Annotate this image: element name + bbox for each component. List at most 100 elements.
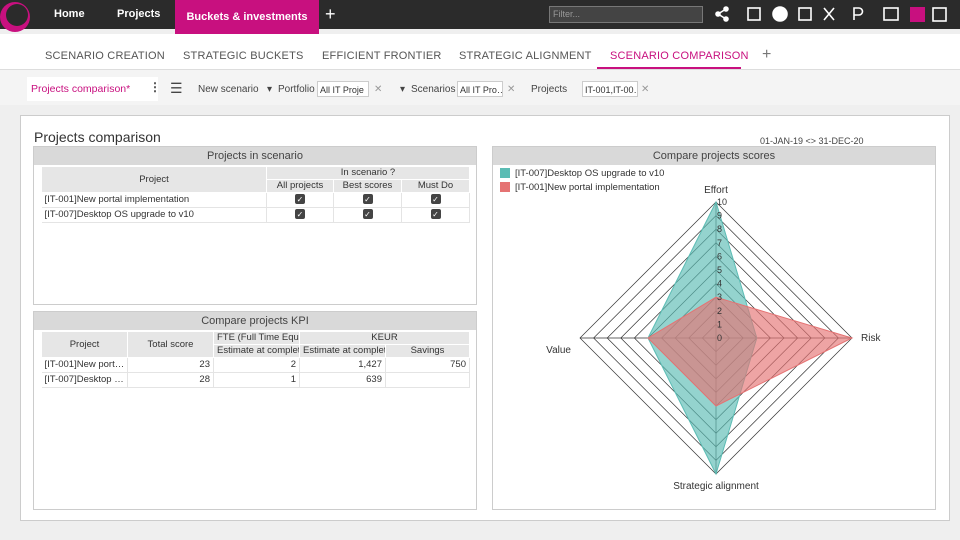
checkbox: ✓ [362, 194, 373, 205]
check-cell: ✓ [266, 192, 334, 208]
value-cell [385, 372, 470, 388]
sub-tab[interactable]: STRATEGIC BUCKETS [183, 50, 304, 62]
logo-center [6, 4, 28, 26]
value-cell: 23 [127, 357, 214, 373]
column-header: Estimate at complet [299, 344, 386, 358]
dropdown-arrow[interactable]: ▾ [400, 84, 406, 95]
tick-label: 3 [717, 292, 722, 302]
settings-icon[interactable]: ☰ [170, 80, 183, 96]
column-header: All projects [266, 179, 334, 193]
share-icon[interactable] [715, 6, 729, 22]
logo[interactable] [0, 0, 36, 36]
project-cell: [IT-001]New port… [41, 357, 128, 373]
value-cell: 1,427 [299, 357, 386, 373]
dollar-icon[interactable] [772, 6, 788, 22]
column-header: Estimate at complet [213, 344, 300, 358]
table-row: [IT-001]New portal implementation ✓ ✓ ✓ [41, 192, 470, 208]
tick-label: 0 [717, 333, 722, 343]
portfolio-select[interactable]: All IT Proje [317, 81, 369, 97]
add-sub-tab[interactable]: + [762, 46, 772, 63]
panel-header: Compare projects scores [493, 147, 935, 165]
more-menu[interactable]: ⋮ [149, 80, 161, 94]
calendar-icon[interactable] [747, 7, 761, 21]
value-cell: 750 [385, 357, 470, 373]
checkbox: ✓ [362, 209, 373, 220]
panel-header: Projects in scenario [34, 147, 476, 165]
sub-tab[interactable]: STRATEGIC ALIGNMENT [459, 50, 592, 62]
tick-label: 9 [717, 211, 722, 221]
p-icon[interactable] [853, 7, 864, 20]
legend-swatch [500, 182, 510, 192]
value-cell: 28 [127, 372, 214, 388]
column-header: Savings [385, 344, 470, 358]
clear-button[interactable]: ✕ [641, 84, 650, 95]
add-tab[interactable]: + [325, 4, 336, 24]
filter-input[interactable]: Filter... [549, 6, 703, 23]
pdf-icon[interactable] [883, 7, 899, 21]
check-cell: ✓ [401, 192, 470, 208]
series-area [647, 296, 854, 407]
clear-button[interactable]: ✕ [507, 84, 516, 95]
projects-select[interactable]: IT-001,IT-00… [582, 81, 638, 97]
tick-label: 8 [717, 224, 722, 234]
checkbox: ✓ [295, 194, 305, 205]
legend-swatch [500, 168, 510, 178]
column-header: Must Do [401, 179, 470, 193]
axis-label: Value [546, 345, 571, 356]
save-icon[interactable] [932, 7, 947, 22]
dropdown-arrow[interactable]: ▾ [267, 84, 273, 95]
kpi-panel: Compare projects KPI Project Total score F… [33, 311, 477, 510]
nav-tab-label: Buckets & investments [186, 11, 308, 23]
column-header: Best scores [333, 179, 402, 193]
check-cell: ✓ [401, 207, 470, 223]
column-header: Project [41, 166, 267, 193]
sub-tab[interactable]: SCENARIO CREATION [45, 50, 165, 62]
calendar-icon[interactable] [798, 7, 812, 21]
portfolio-label: Portfolio [278, 84, 315, 95]
sub-tab[interactable]: EFFICIENT FRONTIER [322, 50, 442, 62]
tick-label: 2 [717, 306, 722, 316]
tick-label: 5 [717, 265, 722, 275]
radar-chart: Effort Risk Strategic alignment Value [IT-00… [500, 168, 881, 492]
new-scenario[interactable]: New scenario [198, 84, 259, 95]
scenarios-select[interactable]: All IT Pro… [457, 81, 503, 97]
legend-label: [IT-007]Desktop OS upgrade to v10 [515, 168, 664, 179]
scenario-table: Project In scenario ? All projects Best sc… [41, 166, 470, 223]
tick-label: 7 [717, 238, 722, 248]
axis-label: Effort [704, 185, 728, 196]
legend-label: [IT-001]New portal implementation [515, 182, 660, 193]
group-header: FTE (Full Time Equiv [213, 331, 300, 345]
tick-label: 6 [717, 251, 722, 261]
clear-button[interactable]: ✕ [374, 84, 383, 95]
sub-tab-active[interactable]: SCENARIO COMPARISON [610, 50, 749, 62]
table-row: [IT-007]Desktop OS upgrade to v10 ✓ ✓ ✓ [41, 207, 470, 223]
sub-nav [0, 34, 960, 70]
page-title: Projects comparison [34, 129, 161, 145]
panel-header: Compare projects KPI [34, 312, 476, 330]
project-cell: [IT-001]New portal implementation [41, 192, 267, 208]
kpi-table: Project Total score FTE (Full Time Equiv KE… [41, 331, 470, 388]
check-cell: ✓ [333, 207, 402, 223]
check-cell: ✓ [333, 192, 402, 208]
view-tab-label: Projects comparison* [31, 83, 131, 95]
column-header: Project [41, 331, 128, 358]
nav-tab[interactable]: Home [54, 8, 85, 20]
column-header: Total score [127, 331, 214, 358]
top-bar [0, 0, 960, 29]
checkbox: ✓ [295, 209, 305, 220]
view-tab[interactable] [27, 77, 158, 101]
nav-tab[interactable]: Projects [117, 8, 161, 20]
active-underline [597, 67, 741, 69]
help-icon[interactable] [910, 7, 925, 22]
projects-label: Projects [531, 84, 568, 95]
group-header: KEUR [299, 331, 470, 345]
group-header: In scenario ? [266, 166, 470, 180]
value-cell: 639 [299, 372, 386, 388]
x-icon[interactable] [823, 7, 835, 21]
tick-label: 1 [717, 319, 722, 329]
check-cell: ✓ [266, 207, 334, 223]
scenarios-label: Scenarios [411, 84, 456, 95]
value-cell: 2 [213, 357, 300, 373]
nav-tab-active[interactable] [175, 0, 319, 34]
